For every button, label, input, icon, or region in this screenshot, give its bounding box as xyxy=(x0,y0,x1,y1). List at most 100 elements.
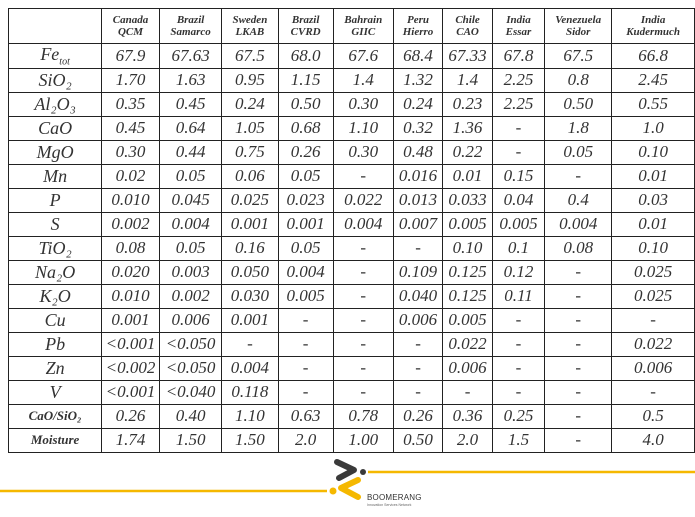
table-cell: 67.63 xyxy=(158,43,223,69)
table-cell: 0.05 xyxy=(158,235,223,261)
table-cell: 1.74 xyxy=(101,427,160,453)
table-cell: 0.003 xyxy=(158,259,223,285)
table-cell: 0.03 xyxy=(611,187,695,213)
table-cell: 67.33 xyxy=(442,43,493,69)
table-cell: 1.50 xyxy=(221,427,279,453)
table-cell: 67.8 xyxy=(491,43,546,69)
table-cell: - xyxy=(392,379,444,405)
table-cell: 2.25 xyxy=(491,91,546,117)
table-cell: - xyxy=(491,379,546,405)
corner-cell xyxy=(7,8,103,44)
table-cell: 1.50 xyxy=(158,427,223,453)
column-source: Essar xyxy=(505,26,532,38)
row-label-text: Zn xyxy=(45,357,65,378)
table-cell: 1.5 xyxy=(491,427,546,453)
table-cell: 0.002 xyxy=(158,283,223,309)
column-header: Canada QCM xyxy=(101,8,160,44)
column-header: India Kudermuch xyxy=(611,8,695,44)
table-cell: 0.04 xyxy=(491,187,546,213)
table-cell: <0.001 xyxy=(101,379,160,405)
table-cell: - xyxy=(491,331,546,357)
table-cell: 0.36 xyxy=(442,403,493,429)
row-label: Zn xyxy=(7,355,103,381)
row-label-text: CaO/SiO₂ xyxy=(28,408,82,424)
table-cell: - xyxy=(332,355,394,381)
table-cell: 0.050 xyxy=(221,259,279,285)
column-header: Bahrain GIIC xyxy=(332,8,394,44)
row-label-subscript: tot xyxy=(59,56,70,68)
table-cell: 0.10 xyxy=(442,235,493,261)
row-label: TiO₂ xyxy=(7,235,103,261)
table-cell: 0.50 xyxy=(544,91,613,117)
table-cell: - xyxy=(611,379,695,405)
column-source: Kudermuch xyxy=(626,26,681,38)
table-row: MgO 0.30 0.44 0.75 0.26 0.30 0.48 0.22-0.05 0.10 xyxy=(7,139,695,165)
table-cell: 0.78 xyxy=(332,403,394,429)
row-label: P xyxy=(7,187,103,213)
table-cell: 1.15 xyxy=(277,67,334,93)
table-cell: 0.016 xyxy=(392,163,444,189)
table-cell: 0.30 xyxy=(332,139,394,165)
table-cell: 0.025 xyxy=(611,283,695,309)
table-cell: 0.125 xyxy=(442,259,493,285)
row-label-text: Cu xyxy=(44,309,66,330)
table-row: TiO₂ 0.08 0.05 0.16 0.05- -0.10 0.1 0.08 0.10 xyxy=(7,235,695,261)
table-cell: 0.45 xyxy=(101,115,160,141)
table-cell: 0.118 xyxy=(221,379,279,405)
table-cell: - xyxy=(332,163,394,189)
column-header: Venezuela Sidor xyxy=(544,8,613,44)
column-country: Brazil xyxy=(291,14,320,26)
table-cell: - xyxy=(491,355,546,381)
table-cell: 0.025 xyxy=(221,187,279,213)
table-cell: 0.033 xyxy=(442,187,493,213)
row-label: S xyxy=(7,211,103,237)
table-cell: 0.001 xyxy=(221,211,279,237)
column-country: Chile xyxy=(455,14,480,26)
table-cell: 0.006 xyxy=(611,355,695,381)
boomerang-dark-icon xyxy=(334,459,357,481)
table-cell: 2.25 xyxy=(491,67,546,93)
column-header: Peru Hierro xyxy=(392,8,444,44)
table-cell: 0.004 xyxy=(221,355,279,381)
table-row: Cu 0.001 0.006 0.001- -0.006 0.005- - - xyxy=(7,307,695,333)
table-cell: 68.4 xyxy=(392,43,444,69)
row-label: CaO/SiO₂ xyxy=(7,403,103,429)
table-cell: 2.0 xyxy=(277,427,334,453)
table-cell: 0.8 xyxy=(544,67,613,93)
row-label-text: Moisture xyxy=(30,432,80,448)
table-cell: 0.08 xyxy=(101,235,160,261)
table-cell: - xyxy=(277,307,334,333)
table-row: V <0.001 <0.040 0.118- - - - - - - xyxy=(7,379,695,405)
table-cell: 0.30 xyxy=(101,139,160,165)
table-cell: 0.045 xyxy=(158,187,223,213)
row-label-text: TiO₂ xyxy=(38,237,72,258)
table-cell: <0.040 xyxy=(158,379,223,405)
row-label-text: S xyxy=(50,213,60,234)
table-cell: - xyxy=(392,235,444,261)
column-header: India Essar xyxy=(491,8,546,44)
row-label: Mn xyxy=(7,163,103,189)
column-country: Sweden xyxy=(232,14,268,26)
table-cell: 0.06 xyxy=(221,163,279,189)
table-cell: 0.12 xyxy=(491,259,546,285)
table-cell: 0.48 xyxy=(392,139,444,165)
table-cell: 0.004 xyxy=(544,211,613,237)
table-cell: 0.005 xyxy=(442,211,493,237)
table-cell: 2.45 xyxy=(611,67,695,93)
row-label-text: Na₂O xyxy=(34,261,76,282)
row-label-text: Pb xyxy=(45,333,66,354)
column-country: India xyxy=(640,14,666,26)
table-cell: - xyxy=(491,139,546,165)
table-cell: 0.4 xyxy=(544,187,613,213)
table-cell: 68.0 xyxy=(277,43,334,69)
column-source: Hierro xyxy=(402,26,434,38)
table-cell: 0.001 xyxy=(221,307,279,333)
table-cell: 0.005 xyxy=(442,307,493,333)
row-label: Fetot xyxy=(7,43,103,69)
table-cell: 1.0 xyxy=(611,115,695,141)
table-cell: 0.25 xyxy=(491,403,546,429)
table-cell: <0.050 xyxy=(158,355,223,381)
table-cell: 0.023 xyxy=(277,187,334,213)
table-cell: 2.0 xyxy=(442,427,493,453)
column-country: Canada xyxy=(112,14,149,26)
